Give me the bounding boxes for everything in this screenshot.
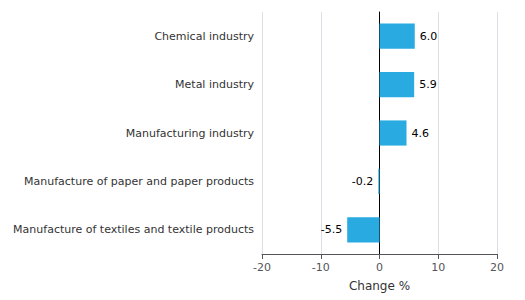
svg-text:-5.5: -5.5 — [321, 223, 342, 236]
svg-text:4.6: 4.6 — [412, 127, 430, 140]
svg-text:Metal industry: Metal industry — [175, 78, 254, 91]
svg-text:-10: -10 — [312, 261, 330, 274]
svg-text:Manufacturing industry: Manufacturing industry — [126, 127, 255, 140]
svg-text:6.0: 6.0 — [420, 30, 438, 43]
svg-text:Change %: Change % — [349, 279, 410, 293]
svg-text:5.9: 5.9 — [419, 78, 437, 91]
svg-text:-0.2: -0.2 — [352, 175, 373, 188]
svg-text:Manufacture of textiles and te: Manufacture of textiles and textile prod… — [13, 223, 254, 236]
svg-text:20: 20 — [490, 261, 504, 274]
svg-text:Manufacture of paper and paper: Manufacture of paper and paper products — [24, 175, 254, 188]
svg-text:Chemical industry: Chemical industry — [154, 30, 254, 43]
svg-text:-20: -20 — [253, 261, 271, 274]
svg-text:10: 10 — [431, 261, 445, 274]
svg-text:0: 0 — [376, 261, 383, 274]
